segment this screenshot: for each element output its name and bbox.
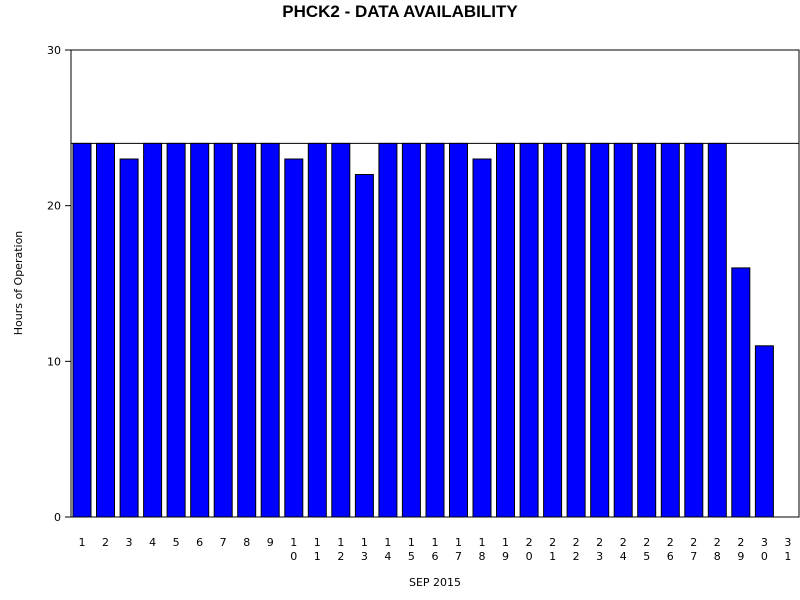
bar-day-19 (496, 142, 515, 518)
y-tick-label-0: 0 (54, 511, 61, 524)
bar-day-14 (378, 142, 398, 518)
bar-day-16 (425, 142, 445, 518)
y-axis: 0 10 20 30 (47, 44, 71, 524)
bar-day-9 (260, 142, 280, 518)
x-tick-label-8: 8 (243, 536, 250, 549)
x-tick-label-6: 6 (196, 536, 203, 549)
bar-day-30 (754, 345, 774, 518)
y-tick-label-20: 20 (47, 200, 61, 213)
bar-day-20 (519, 142, 539, 518)
bar-day-4 (143, 142, 163, 518)
bar-day-29 (731, 267, 751, 518)
bar-day-8 (237, 142, 257, 518)
chart-title: PHCK2 - DATA AVAILABILITY (282, 2, 518, 21)
bar-day-1 (72, 142, 92, 518)
bar-day-27 (684, 142, 704, 518)
y-tick-label-10: 10 (47, 355, 61, 368)
x-tick-label-1: 1 (79, 536, 86, 549)
bar-day-28 (707, 142, 727, 518)
bar-day-2 (96, 142, 115, 518)
x-tick-label-5: 5 (173, 536, 180, 549)
bar-day-15 (401, 142, 421, 518)
bar-day-24 (613, 142, 633, 518)
bar-day-5 (166, 142, 186, 518)
bar-day-6 (190, 142, 210, 518)
x-axis: 1 2 3 4 5 6 7 8 9 1 01 11 21 31 41 51 61 71 81 92 02 12 22 32 42… (79, 536, 792, 563)
bar-day-7 (213, 142, 233, 518)
y-tick-label-30: 30 (47, 44, 61, 57)
x-tick-label-3: 3 (126, 536, 133, 549)
bar-day-17 (449, 142, 468, 518)
bar-day-10 (284, 158, 304, 518)
bar-day-12 (331, 142, 351, 518)
x-tick-label-7: 7 (220, 536, 227, 549)
bar-day-21 (543, 142, 563, 518)
bar-day-11 (307, 142, 327, 518)
bars (72, 142, 774, 518)
bar-day-23 (590, 142, 610, 518)
x-tick-label-4: 4 (149, 536, 156, 549)
y-axis-label: Hours of Operation (12, 231, 25, 336)
x-tick-label-9: 9 (267, 536, 274, 549)
bar-day-18 (472, 158, 492, 518)
bar-day-25 (637, 142, 657, 518)
bar-day-13 (354, 174, 374, 518)
bar-day-26 (660, 142, 680, 518)
bar-day-22 (566, 142, 586, 518)
x-tick-label-2: 2 (102, 536, 109, 549)
x-axis-label: SEP 2015 (409, 576, 461, 589)
bar-day-3 (119, 158, 139, 518)
